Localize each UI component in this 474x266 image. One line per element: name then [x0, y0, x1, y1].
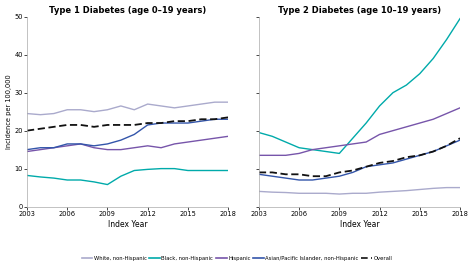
Legend: White, non-Hispanic, Black, non-Hispanic, Hispanic, Asian/Pacific Islander, non-: White, non-Hispanic, Black, non-Hispanic… [80, 254, 394, 263]
Y-axis label: Incidence per 100,000: Incidence per 100,000 [6, 74, 11, 149]
Title: Type 2 Diabetes (age 10–19 years): Type 2 Diabetes (age 10–19 years) [278, 6, 441, 15]
X-axis label: Index Year: Index Year [108, 219, 147, 228]
X-axis label: Index Year: Index Year [340, 219, 379, 228]
Title: Type 1 Diabetes (age 0–19 years): Type 1 Diabetes (age 0–19 years) [49, 6, 206, 15]
